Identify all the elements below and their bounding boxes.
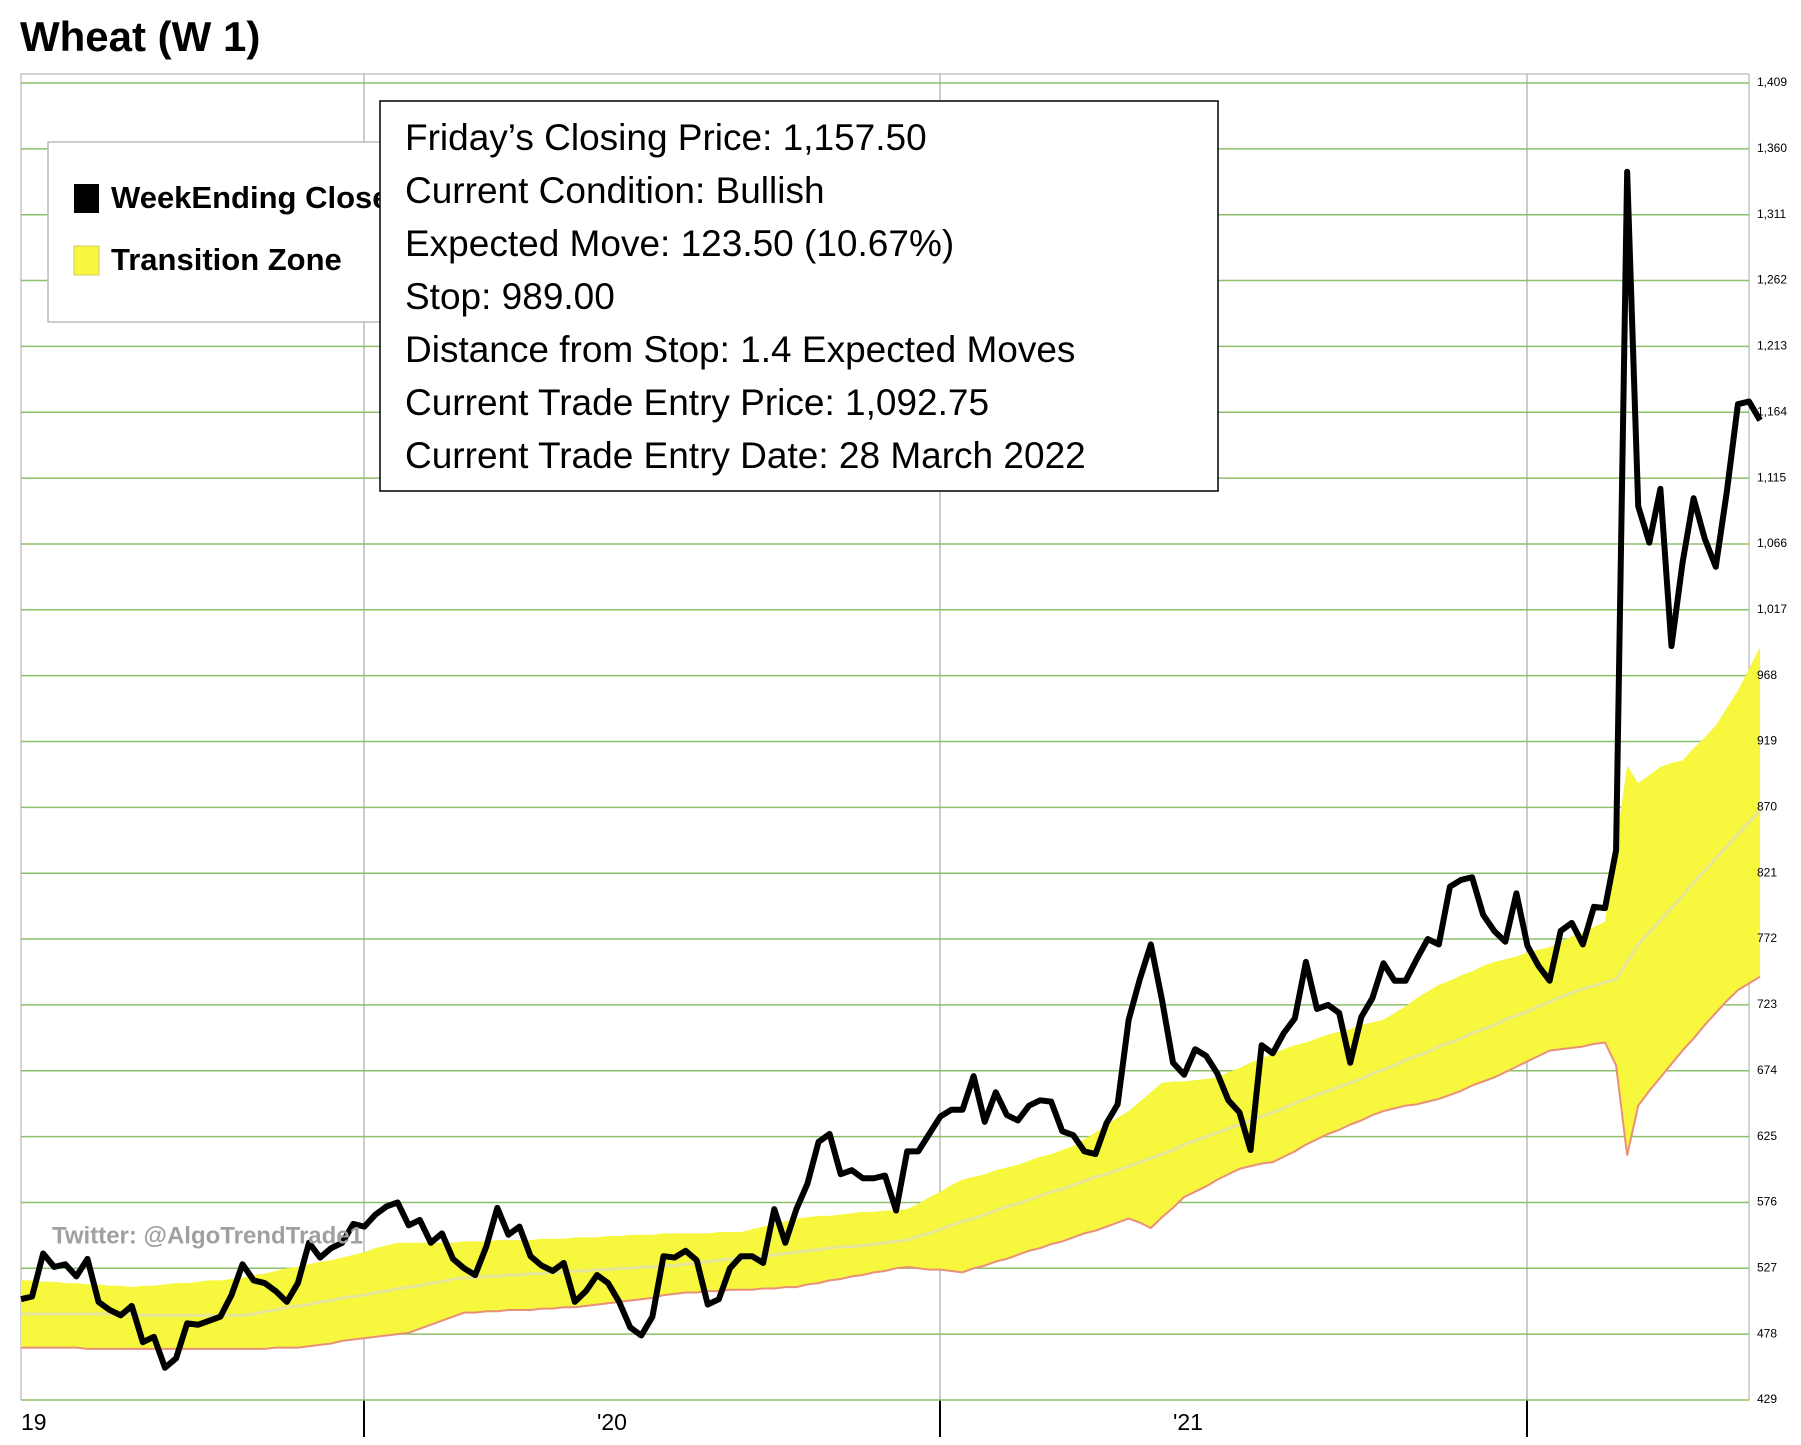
y-tick-label: 870 bbox=[1757, 800, 1777, 814]
info-box: Friday’s Closing Price: 1,157.50 Current … bbox=[379, 100, 1219, 492]
y-tick-label: 772 bbox=[1757, 931, 1777, 945]
x-tick-label: '20 bbox=[597, 1409, 627, 1435]
legend-swatch bbox=[73, 245, 100, 276]
y-tick-label: 1,409 bbox=[1757, 75, 1787, 89]
info-line: Friday’s Closing Price: 1,157.50 bbox=[405, 117, 927, 158]
legend-label: Transition Zone bbox=[111, 242, 342, 277]
info-line: Expected Move: 123.50 (10.67%) bbox=[405, 223, 954, 264]
legend-swatch bbox=[74, 184, 99, 213]
info-line: Distance from Stop: 1.4 Expected Moves bbox=[405, 329, 1075, 370]
legend-label: WeekEnding Close bbox=[111, 180, 390, 215]
y-tick-label: 821 bbox=[1757, 865, 1777, 879]
y-tick-label: 1,017 bbox=[1757, 602, 1787, 616]
chart-title: Wheat (W 1) bbox=[20, 13, 260, 60]
y-tick-label: 576 bbox=[1757, 1195, 1777, 1209]
info-line: Current Trade Entry Date: 28 March 2022 bbox=[405, 435, 1086, 476]
y-tick-label: 723 bbox=[1757, 997, 1777, 1011]
y-tick-label: 1,115 bbox=[1757, 470, 1786, 484]
y-tick-label: 968 bbox=[1757, 668, 1777, 682]
info-line: Current Condition: Bullish bbox=[405, 170, 825, 211]
watermark: Twitter: @AlgoTrendTrade1 bbox=[52, 1222, 363, 1249]
info-line: Stop: 989.00 bbox=[405, 276, 615, 317]
legend-box bbox=[47, 141, 387, 323]
y-tick-label: 1,262 bbox=[1757, 273, 1787, 287]
transition-lower-edge bbox=[21, 975, 1761, 1350]
y-tick-label: 478 bbox=[1757, 1326, 1777, 1340]
y-tick-label: 674 bbox=[1757, 1063, 1777, 1077]
y-tick-label: 1,066 bbox=[1757, 536, 1787, 550]
y-tick-label: 1,360 bbox=[1757, 141, 1787, 155]
legend: WeekEnding Close Transition Zone bbox=[47, 141, 390, 323]
y-tick-label: 919 bbox=[1757, 734, 1777, 748]
y-tick-label: 1,311 bbox=[1757, 207, 1786, 221]
y-tick-label: 429 bbox=[1757, 1392, 1777, 1406]
y-tick-label: 1,213 bbox=[1757, 339, 1787, 353]
y-tick-label: 625 bbox=[1757, 1129, 1777, 1143]
info-line: Current Trade Entry Price: 1,092.75 bbox=[405, 382, 989, 423]
x-tick-label: 19 bbox=[21, 1409, 47, 1435]
y-tick-label: 1,164 bbox=[1757, 404, 1787, 418]
info-frame bbox=[379, 100, 1219, 492]
close-line bbox=[20, 168, 1763, 1371]
x-tick-label: '21 bbox=[1173, 1409, 1203, 1435]
y-tick-label: 527 bbox=[1757, 1260, 1777, 1274]
transition-mid-line bbox=[21, 809, 1762, 1317]
plot-area bbox=[20, 168, 1763, 1371]
